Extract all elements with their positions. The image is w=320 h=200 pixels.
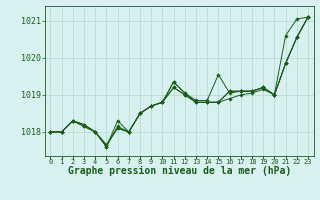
X-axis label: Graphe pression niveau de la mer (hPa): Graphe pression niveau de la mer (hPa) [68,166,291,176]
